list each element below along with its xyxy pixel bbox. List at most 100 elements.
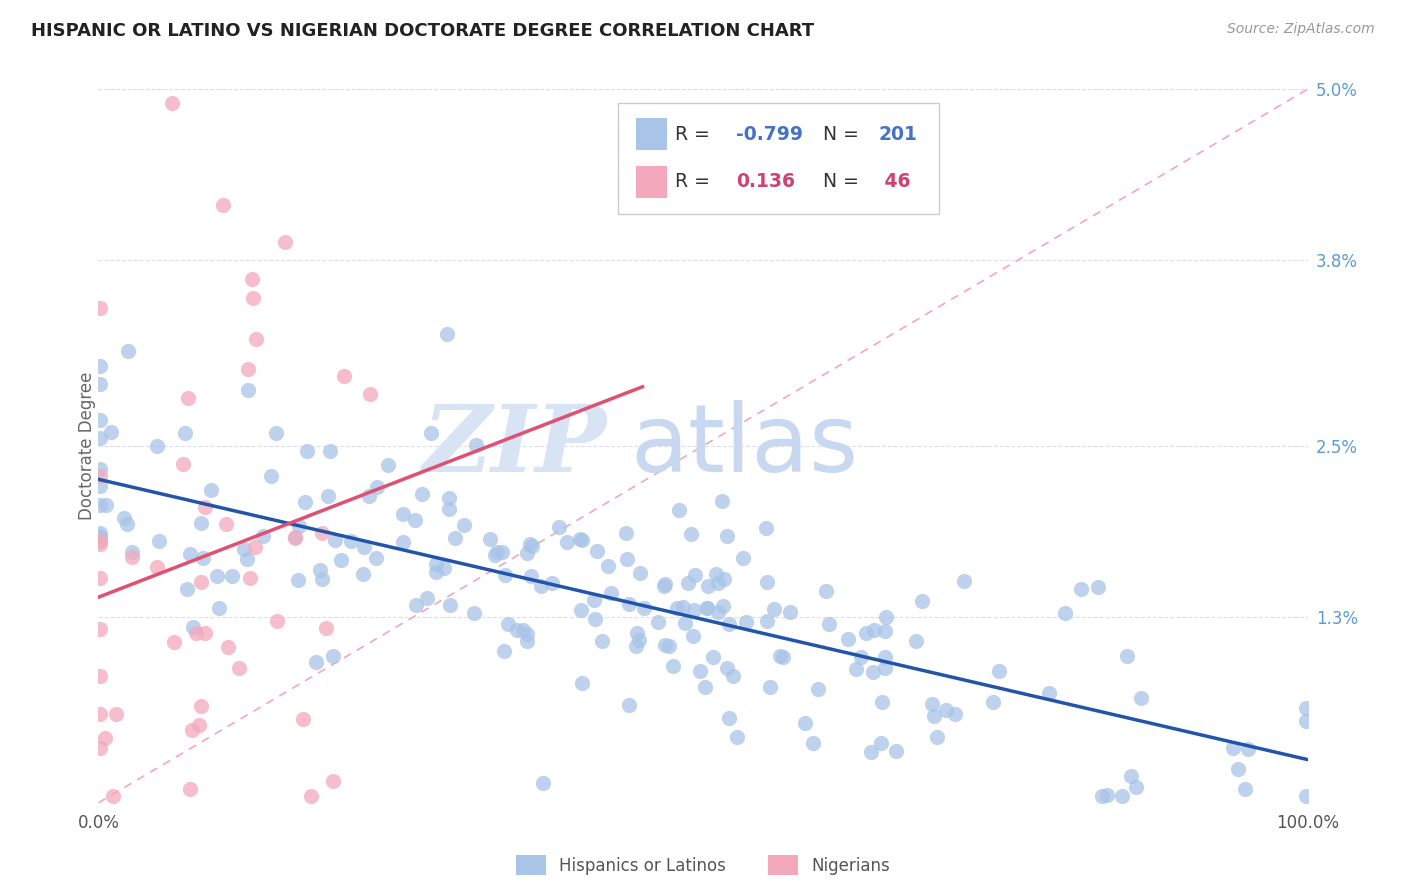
Point bbox=[583, 592, 606, 607]
Point bbox=[89, 622, 111, 636]
Point bbox=[173, 425, 195, 440]
Point bbox=[292, 712, 315, 726]
Point bbox=[1125, 780, 1147, 794]
Point bbox=[176, 582, 198, 596]
Point bbox=[232, 542, 254, 557]
Point bbox=[695, 680, 717, 694]
Text: N =: N = bbox=[823, 172, 865, 192]
Point bbox=[377, 458, 399, 472]
Point bbox=[873, 624, 896, 638]
Point bbox=[239, 570, 262, 584]
Point bbox=[453, 517, 475, 532]
Point bbox=[817, 617, 839, 632]
Point bbox=[117, 344, 139, 359]
Point bbox=[662, 659, 685, 673]
Point bbox=[519, 569, 541, 583]
Point bbox=[569, 603, 592, 617]
Point bbox=[163, 634, 186, 648]
Point bbox=[89, 668, 111, 682]
Point bbox=[520, 539, 543, 553]
Point bbox=[758, 680, 780, 694]
Point bbox=[884, 744, 907, 758]
Point bbox=[464, 438, 486, 452]
Point bbox=[391, 535, 413, 549]
Point bbox=[311, 572, 333, 586]
Point bbox=[859, 745, 882, 759]
Point bbox=[735, 615, 758, 630]
Point bbox=[779, 605, 801, 619]
Point bbox=[723, 669, 745, 683]
Point bbox=[89, 706, 111, 721]
Point bbox=[873, 649, 896, 664]
Text: N =: N = bbox=[823, 125, 865, 144]
FancyBboxPatch shape bbox=[619, 103, 939, 214]
Point bbox=[162, 96, 184, 111]
Text: -0.799: -0.799 bbox=[735, 125, 803, 144]
Point bbox=[569, 532, 592, 546]
Point bbox=[121, 544, 143, 558]
Point bbox=[571, 676, 593, 690]
Point bbox=[586, 544, 609, 558]
Point bbox=[236, 362, 259, 376]
Point bbox=[89, 536, 111, 550]
Point bbox=[614, 526, 637, 541]
Point bbox=[100, 425, 122, 439]
Point bbox=[863, 624, 886, 638]
Point bbox=[713, 572, 735, 586]
Point bbox=[769, 649, 792, 664]
Bar bbox=[637, 166, 666, 198]
Text: 46: 46 bbox=[879, 172, 911, 192]
Point bbox=[486, 545, 509, 559]
Point bbox=[807, 681, 830, 696]
Point bbox=[704, 566, 727, 581]
Point bbox=[668, 503, 690, 517]
Point bbox=[673, 615, 696, 630]
Point bbox=[357, 489, 380, 503]
Point bbox=[89, 462, 111, 476]
Point bbox=[181, 620, 204, 634]
Point bbox=[596, 558, 619, 573]
Point bbox=[1091, 789, 1114, 803]
Point bbox=[89, 529, 111, 543]
Point bbox=[683, 603, 706, 617]
Point bbox=[981, 695, 1004, 709]
Point bbox=[115, 516, 138, 531]
Point bbox=[870, 695, 893, 709]
Point bbox=[763, 602, 786, 616]
Y-axis label: Doctorate Degree: Doctorate Degree bbox=[79, 372, 96, 520]
Point bbox=[862, 665, 884, 680]
Point bbox=[801, 736, 824, 750]
Point bbox=[935, 702, 957, 716]
Point bbox=[416, 591, 439, 606]
Point bbox=[319, 443, 342, 458]
Point bbox=[89, 413, 111, 427]
Point bbox=[624, 639, 647, 653]
Point bbox=[318, 489, 340, 503]
Point bbox=[1111, 789, 1133, 803]
Point bbox=[1119, 769, 1142, 783]
Point bbox=[89, 533, 111, 548]
Point bbox=[494, 568, 516, 582]
Point bbox=[672, 599, 695, 614]
Point bbox=[121, 550, 143, 565]
Point bbox=[505, 624, 527, 638]
Point bbox=[519, 537, 541, 551]
Point bbox=[221, 569, 243, 583]
Point bbox=[1087, 581, 1109, 595]
Point bbox=[647, 615, 669, 629]
Point bbox=[411, 487, 433, 501]
Point bbox=[855, 626, 877, 640]
Point bbox=[242, 291, 264, 305]
Point bbox=[437, 501, 460, 516]
Point bbox=[922, 708, 945, 723]
Text: atlas: atlas bbox=[630, 400, 859, 492]
Point bbox=[921, 697, 943, 711]
Point bbox=[925, 730, 948, 744]
Point bbox=[89, 376, 111, 391]
Point bbox=[89, 479, 111, 493]
Point bbox=[364, 551, 387, 566]
Point bbox=[299, 789, 322, 803]
Point bbox=[208, 600, 231, 615]
Point bbox=[340, 534, 363, 549]
Point bbox=[190, 699, 212, 714]
